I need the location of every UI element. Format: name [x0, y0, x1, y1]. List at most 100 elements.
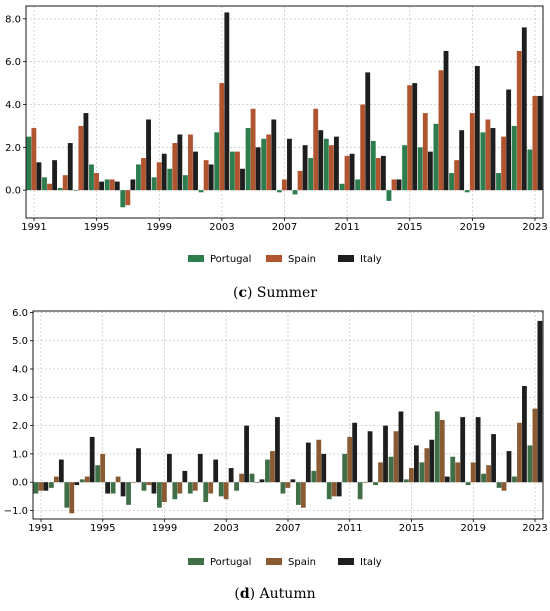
bar-italy-2003 [224, 12, 230, 191]
bar-spain-2003 [223, 482, 229, 500]
bar-italy-2020 [490, 128, 496, 191]
bar-spain-2007 [285, 482, 291, 488]
bar-spain-1998 [146, 482, 152, 486]
bar-portugal-1991 [26, 136, 32, 191]
bar-portugal-2001 [182, 175, 188, 191]
x-tick-label: 2007 [272, 222, 297, 233]
bar-spain-1994 [84, 476, 90, 483]
bar-spain-1995 [94, 173, 99, 191]
bar-spain-2001 [192, 482, 198, 491]
x-tick-label: 2003 [209, 222, 234, 233]
bar-spain-2005 [250, 108, 256, 191]
bar-spain-2008 [300, 482, 306, 508]
legend-label-italy: Italy [360, 254, 382, 265]
bar-portugal-1995 [89, 164, 94, 191]
bar-italy-1998 [151, 482, 157, 494]
y-tick-label: 1.0 [12, 449, 28, 460]
bar-italy-1993 [67, 143, 73, 191]
caption-letter-bold: d [240, 586, 250, 602]
bar-spain-2017 [438, 70, 444, 191]
bar-italy-1997 [136, 448, 141, 483]
bar-spain-2023 [532, 408, 538, 483]
bar-portugal-2018 [449, 173, 454, 191]
bar-portugal-2005 [245, 128, 251, 191]
bar-portugal-2004 [229, 151, 235, 191]
bar-italy-1991 [36, 162, 42, 191]
bar-spain-2016 [424, 448, 430, 483]
x-tick-label: 2011 [334, 222, 359, 233]
legend-swatch-portugal [188, 255, 204, 262]
legend-label-portugal: Portugal [210, 254, 251, 265]
y-tick-label: 5.0 [12, 336, 28, 347]
bar-italy-1992 [58, 459, 64, 483]
bar-italy-2006 [275, 417, 280, 483]
x-tick-label: 1991 [28, 523, 53, 534]
bar-italy-1994 [83, 113, 89, 191]
x-tick-label: 2023 [522, 523, 547, 534]
autumn-panel: −1.0 0.0 1.0 2.0 3.0 4.0 5.0 6.0 1991 1995 1999 200… [4, 308, 548, 602]
bar-portugal-2010 [323, 138, 329, 191]
bar-portugal-1992 [48, 482, 54, 488]
bar-italy-2001 [197, 453, 203, 483]
bar-spain-2002 [208, 482, 214, 494]
bar-italy-2012 [367, 431, 373, 483]
legend-swatch-portugal [188, 558, 204, 565]
bar-portugal-2012 [355, 179, 361, 191]
bar-italy-1997 [130, 179, 136, 191]
bar-italy-2002 [213, 459, 219, 483]
bar-spain-2006 [270, 451, 275, 483]
bar-portugal-1998 [136, 164, 141, 191]
bar-spain-2003 [219, 83, 225, 191]
bar-spain-2008 [297, 170, 303, 191]
bar-portugal-1991 [33, 482, 39, 494]
bar-italy-2003 [228, 468, 234, 483]
bar-italy-2016 [429, 439, 435, 483]
bar-spain-2016 [422, 113, 428, 191]
bar-italy-2013 [380, 155, 386, 191]
panel-caption: (c) Summer [233, 285, 317, 301]
bar-portugal-2008 [292, 190, 298, 195]
bar-italy-1993 [74, 482, 80, 486]
x-tick-label: 1991 [21, 222, 46, 233]
bar-italy-2012 [365, 72, 371, 191]
bar-spain-1993 [62, 175, 68, 191]
bar-portugal-2006 [265, 459, 270, 483]
bar-spain-1998 [141, 158, 146, 191]
bar-spain-1992 [53, 476, 59, 483]
bar-spain-1999 [162, 482, 167, 503]
bar-portugal-2017 [433, 123, 439, 191]
bar-italy-2009 [321, 453, 327, 483]
bar-italy-2018 [459, 130, 465, 191]
bar-portugal-1993 [57, 188, 63, 191]
bar-portugal-2023 [527, 149, 533, 191]
bar-portugal-2000 [172, 482, 178, 500]
bar-italy-2017 [444, 476, 450, 483]
bar-spain-2015 [409, 468, 414, 483]
caption-text: ) Autumn [250, 586, 316, 602]
bar-italy-2015 [412, 83, 418, 191]
bar-spain-2022 [517, 422, 522, 483]
bar-spain-2019 [469, 113, 475, 191]
bar-portugal-2012 [357, 482, 363, 500]
bar-spain-2009 [313, 108, 319, 191]
bar-spain-2007 [281, 179, 287, 191]
x-tick-label: 2015 [399, 523, 424, 534]
bar-italy-2010 [333, 136, 339, 191]
bar-portugal-2008 [295, 482, 301, 505]
legend-label-portugal: Portugal [210, 557, 251, 568]
bar-portugal-2021 [496, 173, 501, 191]
bar-italy-1994 [89, 436, 95, 483]
bar-spain-2020 [486, 465, 491, 483]
bar-italy-2008 [305, 442, 311, 483]
bar-portugal-2006 [261, 138, 267, 191]
bar-portugal-2017 [434, 411, 440, 483]
bar-spain-2021 [501, 136, 507, 191]
bar-spain-2018 [454, 160, 460, 191]
bar-spain-1996 [109, 179, 115, 191]
legend-label-spain: Spain [288, 254, 316, 265]
bar-italy-2011 [352, 422, 358, 483]
bar-italy-1996 [114, 181, 120, 191]
x-tick-label: 2019 [460, 222, 485, 233]
bar-italy-2006 [271, 119, 277, 191]
bar-spain-2002 [203, 160, 209, 191]
